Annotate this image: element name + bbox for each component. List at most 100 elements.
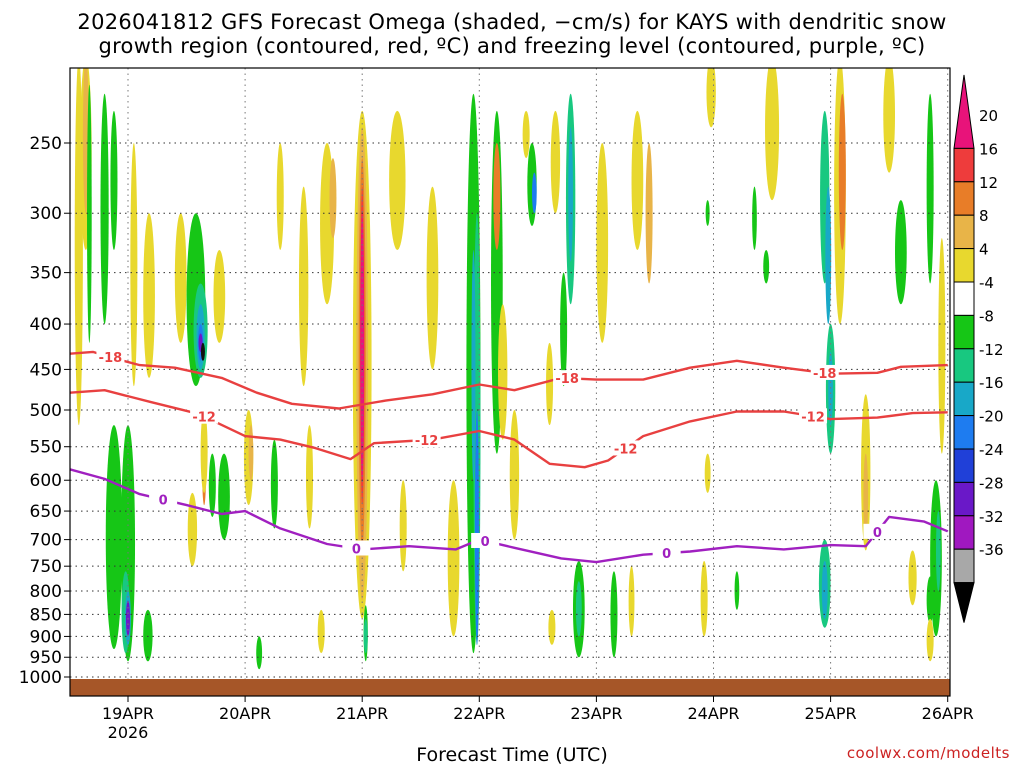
omega-shade-blob (908, 550, 917, 606)
omega-shade-blob (752, 186, 757, 250)
colorbar-label: -20 (979, 408, 1004, 426)
pressure-tick-label: 700 (30, 531, 62, 551)
pressure-tick-label: 300 (30, 204, 62, 224)
time-tick-label: 26APR (922, 704, 974, 723)
omega-shade-blob (700, 561, 708, 637)
omega-shade-blob (531, 172, 537, 214)
omega-shading-layer (74, 68, 946, 670)
omega-shade-blob (926, 93, 934, 284)
colorbar-swatch (953, 147, 975, 183)
omega-shade-blob (883, 68, 896, 173)
contour-label-bg (553, 370, 582, 386)
omega-shade-blob (105, 425, 123, 650)
colorbar-swatch (953, 481, 975, 517)
omega-shade-blob (938, 238, 946, 454)
omega-shade-blob (705, 200, 710, 226)
colorbar-label: -36 (979, 541, 1004, 559)
colorbar-label: -16 (979, 374, 1004, 392)
omega-shade-blob (130, 143, 138, 387)
omega-shade-blob (218, 453, 230, 540)
site-credit: coolwx.com/modelts (846, 744, 1010, 762)
omega-shade-blob (298, 186, 309, 387)
omega-shade-blob (550, 110, 561, 214)
contour-label: 0 (159, 494, 168, 509)
omega-shade-blob (498, 304, 508, 440)
contour-label-bg (863, 523, 892, 539)
omega-shade-blob (926, 618, 934, 662)
pressure-tick-label: 500 (30, 401, 62, 421)
omega-shade-blob (935, 511, 941, 592)
colorbar-label: -4 (979, 274, 994, 292)
chart-title-line-1: 2026041812 GFS Forecast Omega (shaded, −… (77, 10, 947, 34)
colorbar-swatch (953, 248, 975, 283)
pressure-tick-label: 400 (30, 315, 62, 335)
omega-shade-blob (765, 68, 780, 201)
gridlines (70, 68, 950, 696)
time-tick-label: 23APR (570, 704, 622, 723)
omega-shade-blob (631, 110, 644, 250)
omega-shade-blob (610, 571, 618, 658)
omega-shade-blob (596, 143, 609, 343)
time-tick-sublabel: 2026 (108, 723, 149, 742)
pressure-tick-label: 900 (30, 627, 62, 647)
colorbar-label: -24 (979, 441, 1004, 459)
omega-shade-blob (143, 609, 153, 662)
contour-label: -12 (192, 411, 216, 426)
terrain-ground (70, 679, 950, 696)
pressure-tick-label: 1000 (19, 668, 62, 688)
omega-shade-blob (213, 249, 226, 343)
contour-line (70, 350, 948, 410)
pressure-tick-label: 750 (30, 557, 62, 577)
omega-shade-blob (474, 410, 479, 645)
omega-shade-blob (399, 480, 407, 572)
omega-shade-blob (763, 249, 770, 284)
colorbar-label: -8 (979, 307, 994, 325)
contour-label: 0 (352, 542, 361, 557)
time-tick-label: 25APR (805, 704, 857, 723)
colorbar-label: -12 (979, 341, 1004, 359)
omega-shade-blob (863, 453, 869, 540)
omega-shade-blob (110, 110, 118, 250)
colorbar-label: 4 (979, 241, 989, 259)
omega-shade-blob (548, 609, 556, 645)
omega-shade-blob (895, 200, 907, 305)
contour-label: -12 (614, 442, 638, 457)
contour-line (70, 468, 949, 564)
omega-shade-blob (628, 566, 635, 637)
contour-label: -12 (415, 434, 439, 449)
contour-label-bg (412, 432, 441, 448)
contour-label-bg (810, 364, 839, 380)
omega-shade-blob (363, 618, 368, 654)
x-axis-title: Forecast Time (UTC) (416, 744, 608, 766)
pressure-tick-label: 350 (30, 264, 62, 284)
colorbar-swatch (953, 348, 975, 383)
omega-shade-blob (200, 342, 205, 361)
colorbar-swatch (953, 74, 975, 149)
omega-shade-blob (509, 410, 520, 540)
colorbar-swatch (953, 281, 975, 316)
colorbar-label: 20 (979, 107, 998, 125)
contour-label: -12 (801, 410, 825, 425)
colorbar-label: -32 (979, 508, 1004, 526)
colorbar-swatch (953, 214, 975, 250)
contour-label-bg (611, 440, 640, 456)
contour-layer: -18 -18 -18 -12 -12 -12 -12 0 0 0 0 0 (70, 349, 949, 564)
contour-label: 0 (873, 526, 882, 541)
omega-shade-blob (208, 453, 216, 517)
time-tick-label: 21APR (336, 704, 388, 723)
time-tick-label: 19APR (102, 704, 154, 723)
omega-shade-blob (329, 158, 337, 239)
contour-label-bg (96, 349, 125, 365)
omega-shade-blob (87, 84, 92, 343)
omega-shade-blob (568, 127, 573, 262)
contour-label-bg (799, 408, 828, 424)
colorbar-swatch (953, 314, 975, 350)
pressure-tick-label: 850 (30, 605, 62, 625)
contour-label-bg (190, 408, 219, 424)
time-tick-label: 20APR (219, 704, 271, 723)
omega-shade-blob (360, 213, 365, 481)
colorbar-swatch (953, 448, 975, 483)
pressure-tick-label: 950 (30, 648, 62, 668)
omega-shade-blob (200, 410, 208, 493)
